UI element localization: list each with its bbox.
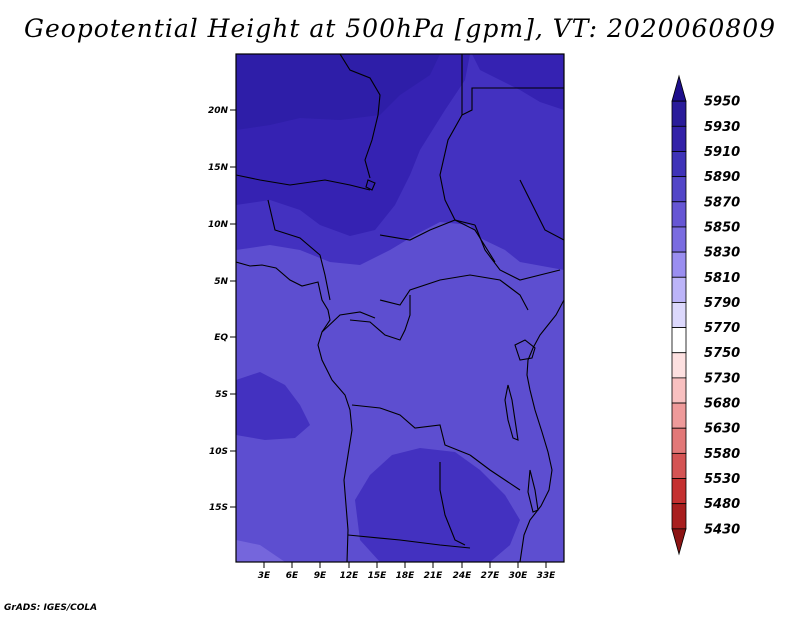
border-namibia [347,534,471,549]
field-5890-west [236,372,310,440]
colorbar-label: 5770 [704,321,740,336]
colorbar-swatch [671,151,687,178]
colorbar-label: 5830 [704,246,740,261]
colorbar-label: 5930 [704,120,740,135]
colorbar-label: 5910 [704,145,740,160]
colorbar-swatch [671,276,687,303]
border-niger-nigeria [236,174,371,191]
colorbar-swatch [671,201,687,228]
colorbar-label: 5890 [704,170,740,185]
colorbar-swatch [671,528,687,556]
credit-label: GrADS: IGES/COLA [4,603,98,613]
colorbar-swatch [671,176,687,203]
lon-label: 24E [453,571,473,581]
field-5850-sw [236,540,285,562]
colorbar-label: 5530 [704,472,740,487]
colorbar-swatch [671,327,687,354]
border-drc-north [379,274,529,311]
lon-label: 3E [258,571,271,581]
colorbar-label: 5680 [704,397,740,412]
border-angola-zambia [439,462,466,546]
colorbar-swatch [671,377,687,404]
border-ethiopia [519,179,564,241]
colorbar-swatch [671,503,687,530]
page-title: Geopotential Height at 500hPa [gpm], VT:… [23,14,777,43]
lat-label: 10S [209,447,228,457]
lon-label: 15E [368,571,388,581]
colorbar-swatch [671,302,687,328]
border-angola-drc [351,404,471,456]
border-drc-west [349,295,411,341]
map-boundaries [236,54,564,562]
axis-ticks [230,109,547,568]
border-zambia-south [469,454,521,491]
lake-victoria [514,339,536,361]
lon-label: 18E [396,571,416,581]
lat-label: EQ [214,333,228,343]
lat-label: 5S [215,390,228,400]
lat-label: 20N [208,106,229,116]
colorbar-label: 5580 [704,447,740,462]
border-car [379,219,496,263]
field-5910-ne [472,54,564,110]
colorbar-label: 5730 [704,371,740,386]
border-sudan-south [474,224,561,281]
colorbar-label: 5870 [704,195,740,210]
colorbar-label: 5790 [704,296,740,311]
field-5930-nw [236,54,440,130]
colorbar-swatch [671,402,687,429]
map-frame [235,53,565,563]
lon-label: 6E [286,571,299,581]
lon-label: 30E [509,571,529,581]
latitude-labels: 20N 15N 10N 5N EQ 5S 10S 15S [208,106,229,513]
colorbar-label: 5850 [704,220,740,235]
border-gabon [321,311,376,333]
lake-malawi [527,469,539,513]
colorbar-swatch [671,74,687,102]
colorbar-swatch [671,452,687,479]
lake-chad [365,179,376,191]
colorbar-label: 5750 [704,346,740,361]
colorbar-swatch [671,352,687,379]
colorbar-swatch [671,427,687,454]
colorbar-label: 5430 [704,522,740,537]
border-egypt-sudan [461,54,564,116]
lat-label: 15N [208,163,229,173]
longitude-labels: 3E 6E 9E 12E 15E 18E 21E 24E 27E 30E 33E [258,571,556,581]
lat-label: 5N [214,277,228,287]
colorbar-swatch [671,226,687,253]
colorbar-swatch [671,100,687,127]
lon-label: 21E [424,571,444,581]
field-5890-south [355,448,520,562]
colorbar-label: 5810 [704,271,740,286]
lon-label: 12E [340,571,360,581]
lat-label: 10N [208,220,229,230]
border-nigeria-cameroon [267,199,331,301]
border-chad-sudan [439,114,476,226]
lat-label: 15S [209,503,228,513]
colorbar-swatch [671,125,687,152]
coastline-west-africa [236,261,353,562]
lon-label: 33E [537,571,557,581]
colorbar-label: 5630 [704,422,740,437]
colorbar-label: 5950 [704,95,740,110]
height-field [236,54,564,562]
colorbar-label: 5480 [704,497,740,512]
lon-label: 9E [314,571,327,581]
border-libya-chad [339,54,381,179]
colorbar-swatch [671,478,687,505]
colorbar-swatch [671,251,687,278]
lon-label: 27E [481,571,501,581]
lake-tanganyika [504,384,519,441]
colorbar: 5950 5930 5910 5890 5870 5850 5830 5810 5790 5770… [671,74,740,556]
